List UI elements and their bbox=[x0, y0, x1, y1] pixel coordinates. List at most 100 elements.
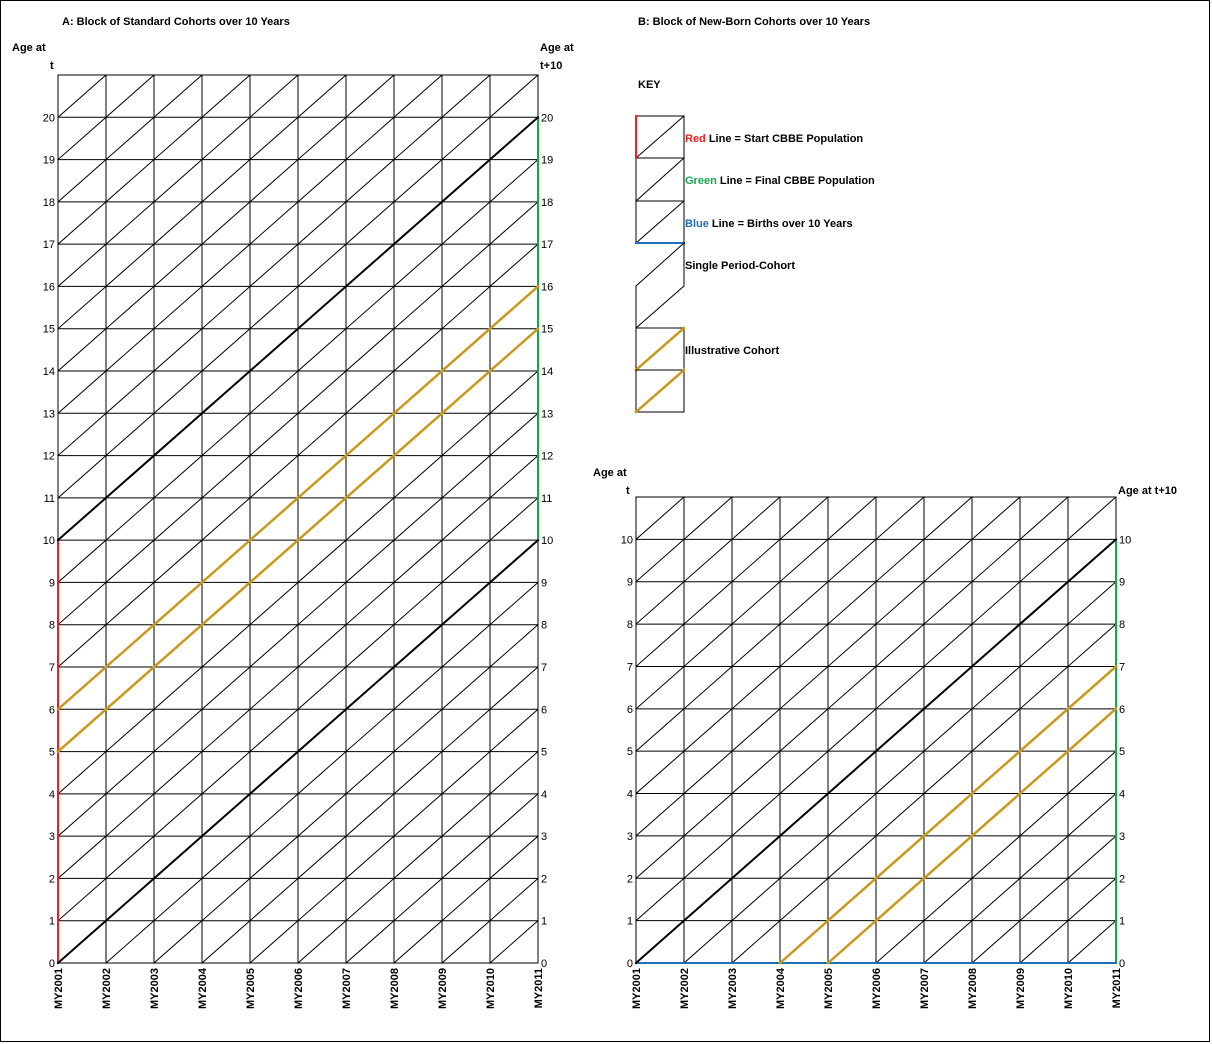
panel-a-age-label-right: 3 bbox=[541, 831, 547, 843]
panel-b-cell-diagonal bbox=[683, 919, 733, 964]
panel-a-cell-diagonal bbox=[153, 539, 203, 584]
panel-b-age-label-left: 8 bbox=[627, 619, 633, 631]
panel-b-cell-diagonal bbox=[1067, 581, 1117, 625]
panel-a-cell-diagonal bbox=[345, 328, 395, 372]
panel-b-age-label-right: 6 bbox=[1119, 704, 1125, 716]
panel-b-age-label-right: 3 bbox=[1119, 831, 1125, 843]
panel-a-year-label: MY2008 bbox=[389, 968, 401, 1009]
panel-b-age-label-left: 7 bbox=[627, 661, 633, 673]
panel-a-cell-diagonal bbox=[441, 201, 491, 245]
panel-a-cell-diagonal bbox=[105, 793, 155, 837]
panel-b-age-label-left: 0 bbox=[627, 958, 633, 970]
panel-a-left-axis-title-line1: Age at bbox=[12, 42, 46, 54]
panel-a-cohort-boundary-line bbox=[56, 115, 540, 542]
panel-a-cell-diagonal bbox=[105, 920, 155, 964]
panel-a-illustrative-cohort-line bbox=[56, 284, 540, 712]
panel-a-cell-diagonal bbox=[345, 624, 395, 668]
panel-a-year-label: MY2005 bbox=[245, 968, 257, 1009]
panel-a-cell-diagonal bbox=[393, 581, 443, 626]
panel-b-cell-diagonal bbox=[779, 581, 829, 625]
panel-b-age-label-left: 5 bbox=[627, 746, 633, 758]
panel-a-cell-diagonal bbox=[153, 877, 203, 922]
panel-b-cell-diagonal bbox=[635, 792, 685, 837]
panel-a-cell-diagonal bbox=[153, 708, 203, 753]
panel-b-cell-diagonal bbox=[1019, 623, 1069, 668]
panel-a-cell-diagonal bbox=[249, 708, 299, 753]
panel-a-cell-diagonal bbox=[489, 412, 539, 457]
panel-a-cell-diagonal bbox=[201, 412, 251, 457]
panel-a-cell-diagonal bbox=[201, 243, 251, 288]
panel-b-cell-diagonal bbox=[1067, 919, 1117, 964]
panel-b-cohort-boundary-line bbox=[634, 537, 1118, 965]
panel-a-age-label-left: 0 bbox=[49, 958, 55, 970]
panel-a-cell-diagonal bbox=[249, 581, 299, 626]
panel-b-cell-diagonal bbox=[779, 877, 829, 922]
panel-a-cell-diagonal bbox=[105, 497, 155, 541]
panel-a-cell-diagonal bbox=[441, 624, 491, 668]
panel-b-year-label: MY2006 bbox=[871, 968, 883, 1009]
panel-b-cell-diagonal bbox=[683, 665, 733, 710]
panel-a-age-label-right: 6 bbox=[541, 704, 547, 716]
panel-a-cell-diagonal bbox=[297, 666, 347, 710]
panel-a-cell-diagonal bbox=[393, 539, 443, 584]
panel-a-cell-diagonal bbox=[489, 877, 539, 922]
panel-a-cell-diagonal bbox=[345, 708, 395, 753]
panel-a-cell-diagonal bbox=[441, 74, 491, 118]
panel-a-cell-diagonal bbox=[105, 708, 155, 753]
panel-a-cell-diagonal bbox=[153, 243, 203, 288]
panel-a-cell-diagonal bbox=[249, 412, 299, 457]
panel-b-cell-diagonal bbox=[923, 919, 973, 964]
panel-a-cell-diagonal bbox=[201, 708, 251, 753]
panel-a-age-label-left: 5 bbox=[49, 747, 55, 759]
panel-b-cell-diagonal bbox=[779, 835, 829, 879]
panel-a-cell-diagonal bbox=[153, 74, 203, 118]
panel-b-cell-diagonal bbox=[635, 877, 685, 922]
panel-a-cell-diagonal bbox=[393, 116, 443, 161]
panel-a-cell-diagonal bbox=[297, 412, 347, 457]
panel-a-cell-diagonal bbox=[297, 158, 347, 203]
panel-a-year-label: MY2007 bbox=[341, 968, 353, 1009]
panel-a-cell-diagonal bbox=[489, 74, 539, 118]
panel-b-cell-diagonal bbox=[923, 877, 973, 922]
panel-a-cell-diagonal bbox=[489, 454, 539, 499]
panel-a-cell-diagonal bbox=[441, 835, 491, 880]
panel-b-cell-diagonal bbox=[683, 750, 733, 795]
panel-b-right-axis-title: Age at t+10 bbox=[1118, 485, 1177, 497]
panel-a-cell-diagonal bbox=[249, 370, 299, 414]
panel-a-cell-diagonal bbox=[201, 750, 251, 795]
panel-a-cell-diagonal bbox=[201, 201, 251, 245]
panel-a-cell-diagonal bbox=[393, 497, 443, 541]
panel-b-left-axis-title-line2: t bbox=[626, 485, 630, 497]
panel-a-cell-diagonal bbox=[489, 666, 539, 710]
panel-a-cell-diagonal bbox=[393, 328, 443, 372]
panel-a-cell-diagonal bbox=[393, 666, 443, 710]
panel-a-age-label-left: 8 bbox=[49, 620, 55, 632]
panel-a-cell-diagonal bbox=[153, 285, 203, 330]
panel-b-cell-diagonal bbox=[731, 750, 781, 795]
panel-a-cell-diagonal bbox=[249, 920, 299, 964]
panel-a-cell-diagonal bbox=[345, 581, 395, 626]
panel-a-cell-diagonal bbox=[57, 74, 107, 118]
panel-b-cell-diagonal bbox=[971, 708, 1021, 752]
panel-b-cell-diagonal bbox=[731, 665, 781, 710]
panel-b-cell-diagonal bbox=[779, 496, 829, 541]
panel-a-cell-diagonal bbox=[297, 920, 347, 964]
panel-a-age-label-right: 20 bbox=[541, 112, 553, 124]
panel-a-age-label-left: 18 bbox=[43, 197, 55, 209]
panel-a-cell-diagonal bbox=[345, 793, 395, 837]
panel-b-cell-diagonal bbox=[683, 835, 733, 879]
panel-a-age-label-left: 19 bbox=[43, 155, 55, 167]
panel-a-cell-diagonal bbox=[153, 370, 203, 414]
panel-a-cell-diagonal bbox=[105, 201, 155, 245]
panel-b-age-label-left: 9 bbox=[627, 577, 633, 589]
panel-a-cell-diagonal bbox=[105, 328, 155, 372]
panel-a-cell-diagonal bbox=[441, 750, 491, 795]
panel-b-year-label: MY2009 bbox=[1015, 968, 1027, 1009]
panel-a-cell-diagonal bbox=[345, 750, 395, 795]
panel-a-cell-diagonal bbox=[297, 116, 347, 161]
panel-a-cell-diagonal bbox=[201, 497, 251, 541]
panel-a-cell-diagonal bbox=[345, 285, 395, 330]
panel-a-cell-diagonal bbox=[393, 243, 443, 288]
key-illustrative-cell bbox=[635, 369, 685, 413]
